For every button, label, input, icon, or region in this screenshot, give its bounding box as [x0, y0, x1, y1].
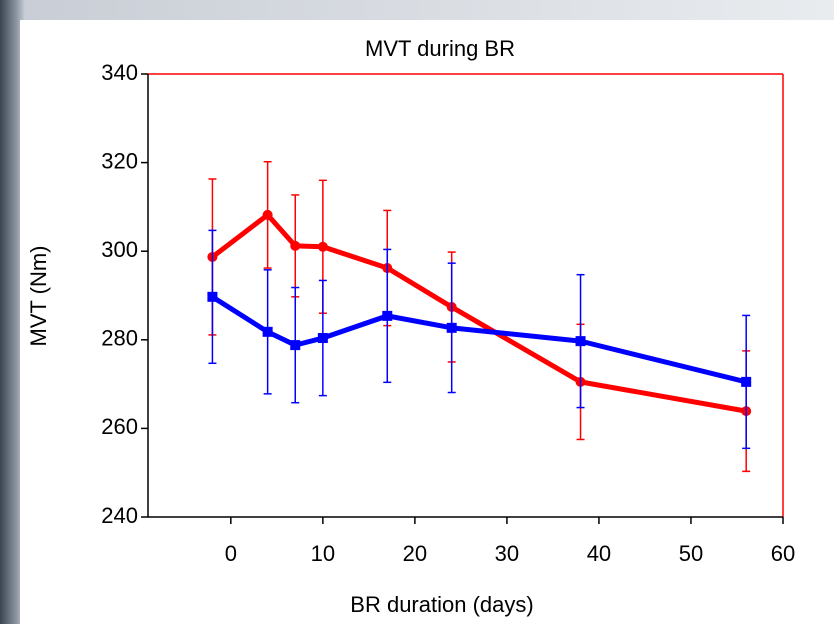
x-tick-label: 0 [225, 541, 237, 566]
marker [446, 322, 457, 333]
marker [575, 336, 586, 347]
series-line [210, 212, 747, 414]
x-axis-label: BR duration (days) [350, 592, 533, 617]
y-tick-label: 320 [101, 148, 138, 173]
y-tick-label: 280 [101, 326, 138, 351]
marker [262, 326, 273, 337]
marker [290, 340, 301, 351]
x-tick-label: 20 [403, 541, 427, 566]
x-tick-label: 40 [587, 541, 611, 566]
y-tick-label: 300 [101, 237, 138, 262]
marker [382, 310, 393, 321]
y-axis-label: MVT (Nm) [26, 245, 51, 346]
x-tick-label: 60 [771, 541, 795, 566]
marker [262, 209, 273, 220]
marker [741, 376, 752, 387]
y-tick-label: 240 [101, 503, 138, 528]
x-tick-label: 50 [679, 541, 703, 566]
y-tick-label: 260 [101, 414, 138, 439]
chart-title: MVT during BR [365, 36, 515, 61]
marker [317, 333, 328, 344]
marker [290, 240, 301, 251]
x-tick-label: 10 [311, 541, 335, 566]
marker [317, 241, 328, 252]
y-tick-label: 340 [101, 60, 138, 85]
x-tick-label: 30 [495, 541, 519, 566]
marker [207, 291, 218, 302]
